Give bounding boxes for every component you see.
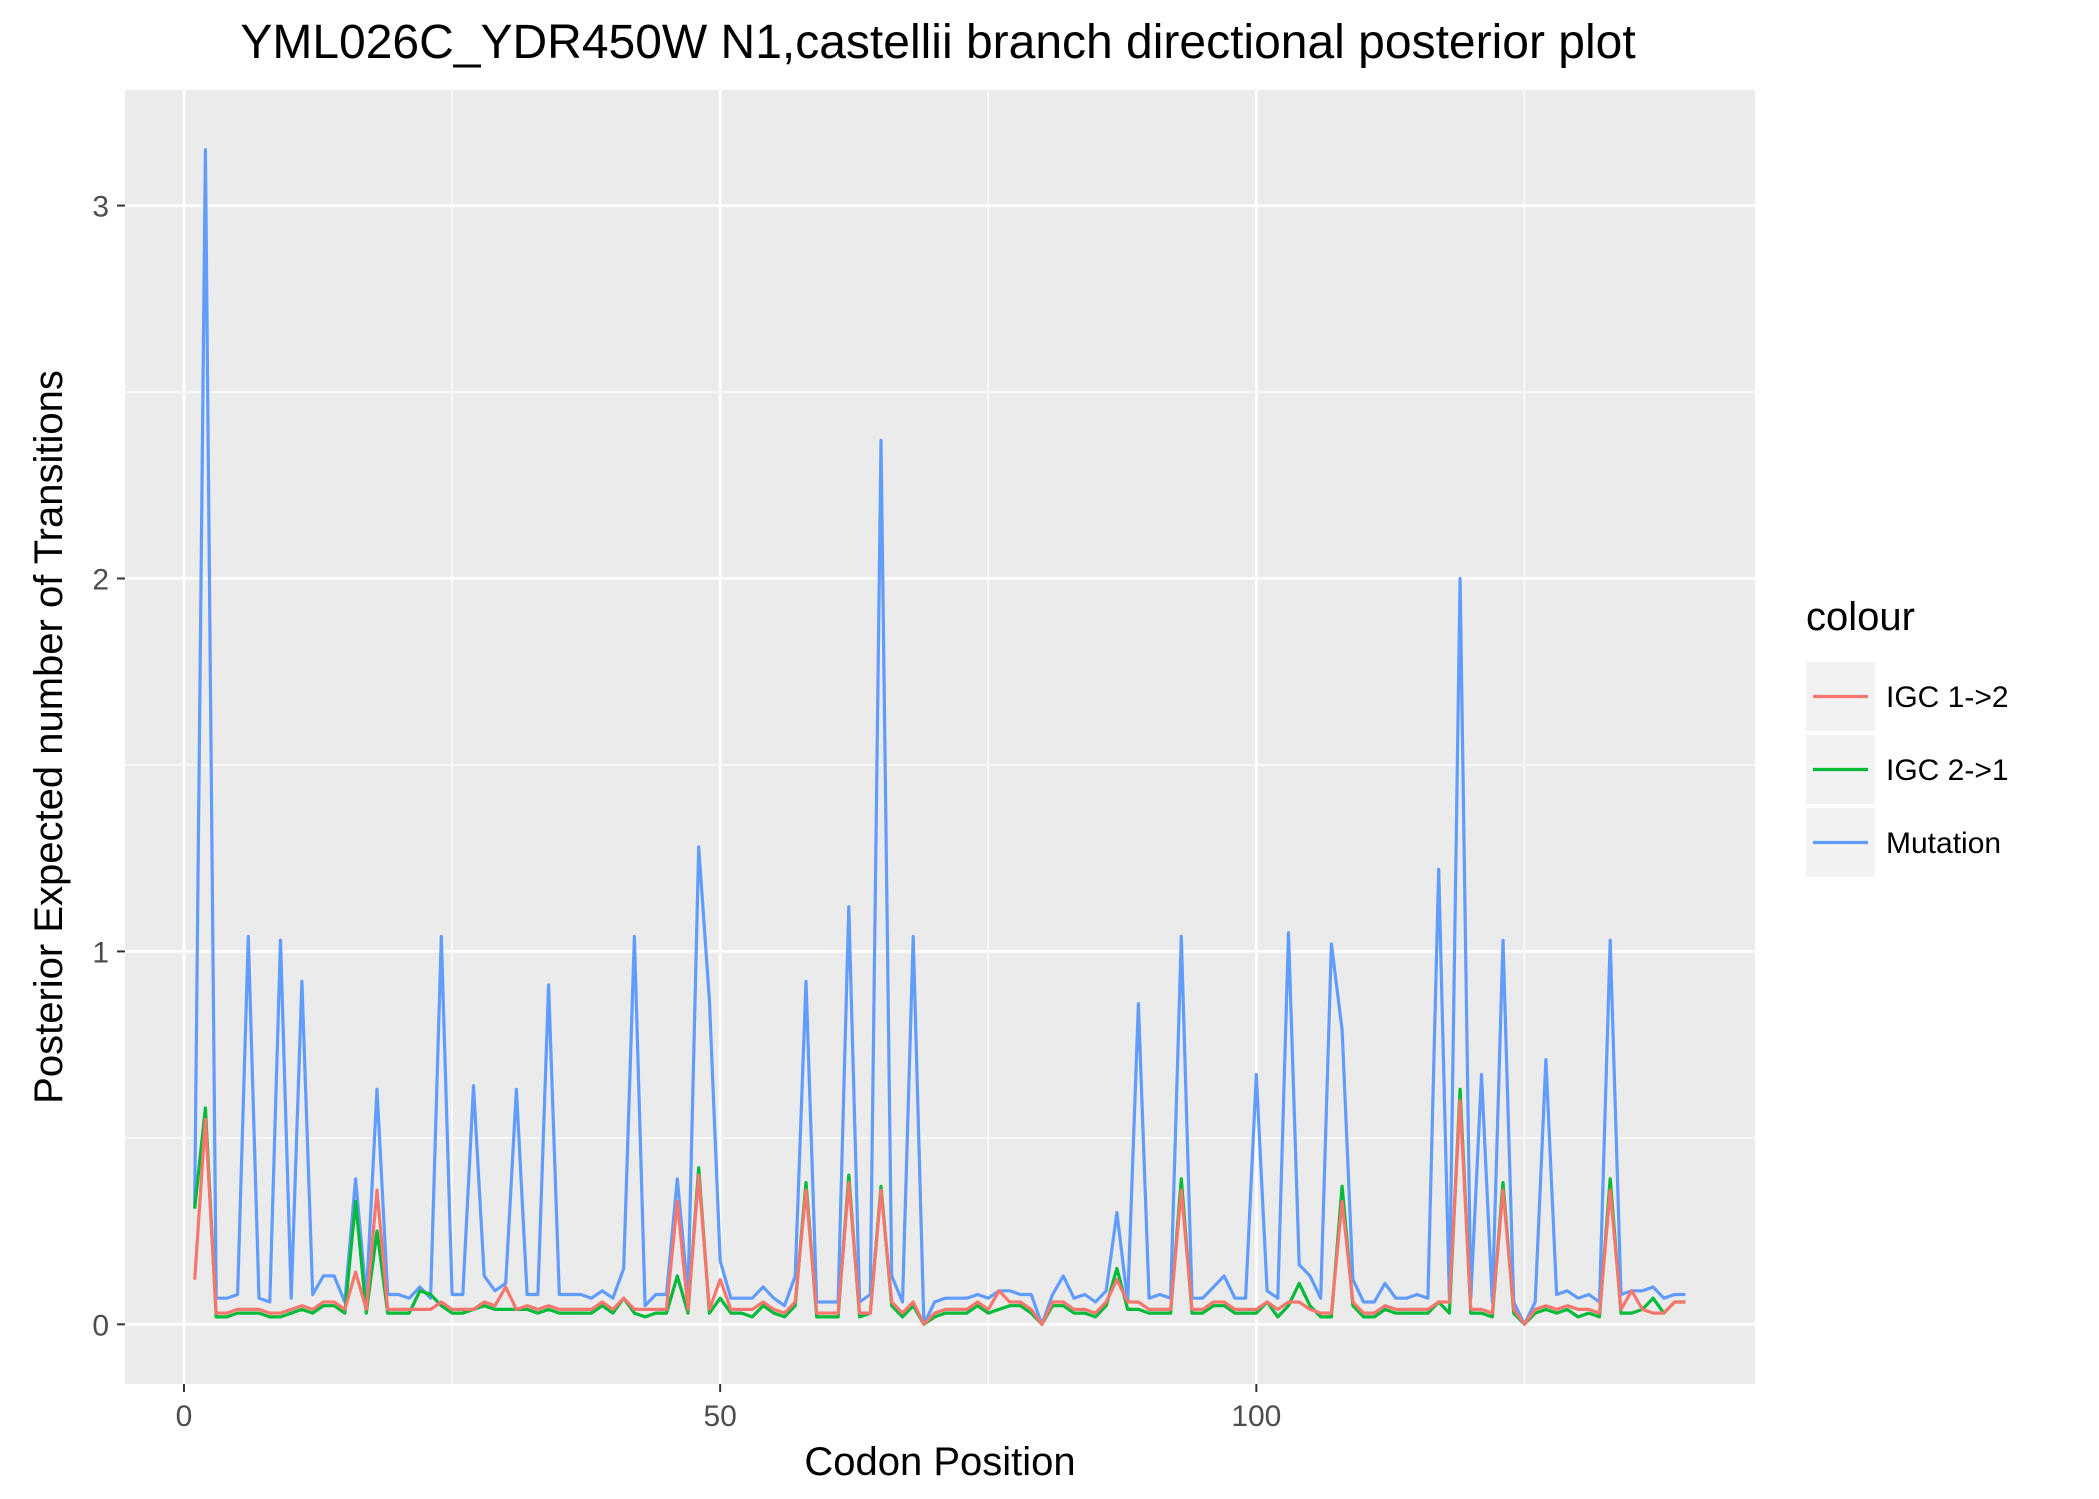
- x-axis-ticks: 0 50 100: [176, 1384, 1281, 1433]
- y-tick-label: 0: [92, 1309, 109, 1342]
- x-tick-label: 50: [703, 1400, 736, 1433]
- chart-title: YML026C_YDR450W N1,castellii branch dire…: [240, 16, 1635, 69]
- series-lines: [193, 148, 1686, 1326]
- grid-lines: [125, 90, 1755, 1384]
- legend-label: Mutation: [1886, 827, 2001, 860]
- legend-label: IGC 2->1: [1886, 754, 2009, 787]
- legend: colour IGC 1->2 IGC 2->1 Mutation: [1806, 595, 2009, 877]
- y-tick-label: 1: [92, 936, 109, 969]
- x-tick-label: 0: [176, 1400, 193, 1433]
- x-axis-title: Codon Position: [804, 1440, 1075, 1484]
- y-axis-title: Posterior Expected number of Transitions: [27, 370, 71, 1104]
- plot-panel: [125, 90, 1755, 1384]
- legend-title: colour: [1806, 595, 1915, 639]
- series-line-igc-1-2: [193, 1098, 1686, 1326]
- series-line-mutation: [193, 148, 1686, 1326]
- legend-label: IGC 1->2: [1886, 681, 2009, 714]
- y-tick-label: 2: [92, 564, 109, 597]
- y-axis-ticks: 0 1 2 3: [92, 191, 125, 1342]
- y-tick-label: 3: [92, 191, 109, 224]
- x-tick-label: 100: [1231, 1400, 1281, 1433]
